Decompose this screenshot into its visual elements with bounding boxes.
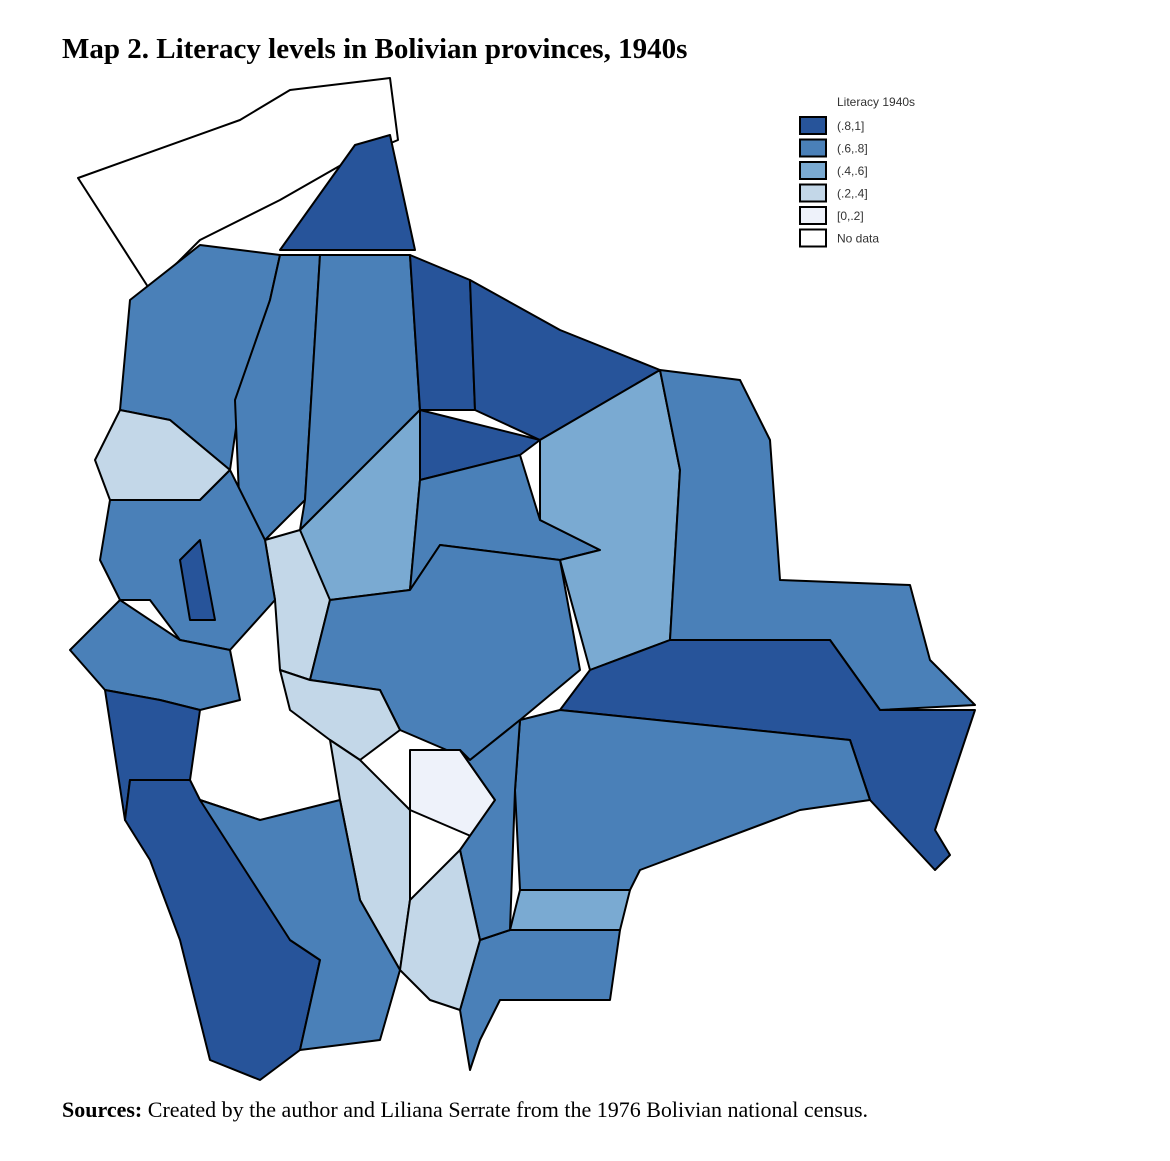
region xyxy=(514,709,871,891)
legend-swatch xyxy=(799,206,827,225)
legend-swatch xyxy=(799,138,827,158)
region xyxy=(179,539,216,621)
legend-label: No data xyxy=(837,232,879,246)
source-label: Sources: xyxy=(62,1097,142,1122)
region xyxy=(279,669,401,761)
legend-title: Literacy 1940s xyxy=(837,95,915,109)
legend-label: (.8,1] xyxy=(837,119,864,133)
legend: Literacy 1940s (.8,1] (.6,.8] (.4,.6] (.2,.… xyxy=(799,95,915,248)
legend-label: [0,.2] xyxy=(837,209,864,223)
legend-swatch xyxy=(799,161,827,180)
province-map xyxy=(69,77,976,1081)
legend-swatch xyxy=(799,228,827,248)
region xyxy=(659,369,976,711)
map-title: Map 2. Literacy levels in Bolivian provi… xyxy=(62,33,687,65)
source-text: Created by the author and Liliana Serrat… xyxy=(148,1097,868,1122)
legend-label: (.2,.4] xyxy=(837,187,868,201)
region xyxy=(279,134,416,251)
legend-swatch xyxy=(799,116,827,135)
region xyxy=(409,254,476,411)
region xyxy=(509,889,631,931)
legend-label: (.4,.6] xyxy=(837,164,868,178)
source-note: Sources: Created by the author and Lilia… xyxy=(62,1097,868,1122)
legend-swatch xyxy=(799,183,827,203)
region xyxy=(459,929,621,1071)
region xyxy=(399,849,481,1011)
legend-label: (.6,.8] xyxy=(837,142,868,156)
region xyxy=(199,799,401,1051)
